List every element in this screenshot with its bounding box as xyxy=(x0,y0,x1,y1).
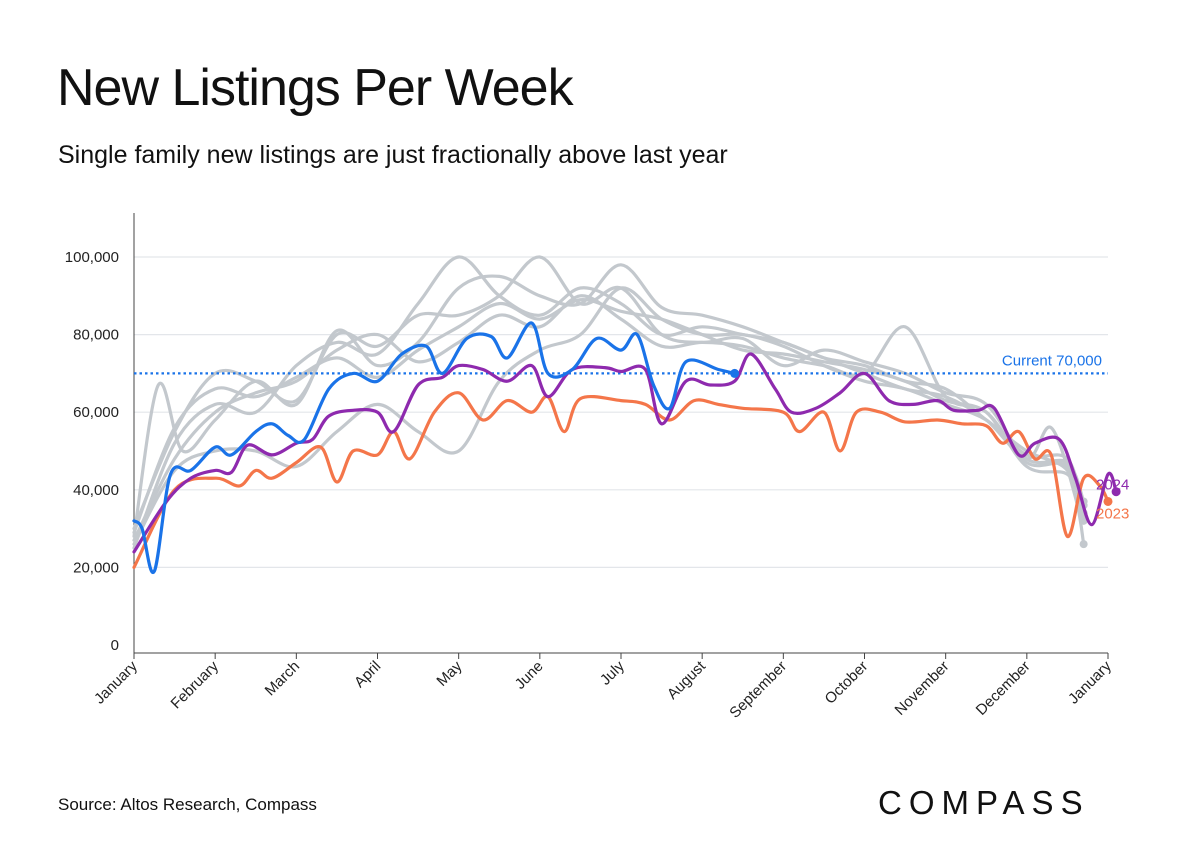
source-note: Source: Altos Research, Compass xyxy=(58,795,317,814)
x-tick-label: June xyxy=(512,658,547,693)
y-axis-ticks: 0 20,000 40,000 60,000 80,000 100,000 xyxy=(65,249,119,654)
x-tick-label: July xyxy=(597,657,628,688)
series-y2024-line xyxy=(132,352,1118,554)
chart-title: New Listings Per Week xyxy=(57,59,574,117)
reference-line-group: Current 70,000 xyxy=(134,352,1108,375)
compass-logo: COMPASS xyxy=(878,784,1090,821)
y-tick-label: 0 xyxy=(111,637,119,654)
x-tick-label: November xyxy=(892,658,953,719)
y-tick-label: 40,000 xyxy=(73,482,119,499)
y-tick-label: 60,000 xyxy=(73,404,119,421)
x-tick-label: March xyxy=(262,658,303,699)
x-axis-ticks: January February March April May June July Augu… xyxy=(91,653,1115,722)
x-tick-label: January xyxy=(91,657,141,707)
history-2-end-dot xyxy=(1079,540,1088,549)
history-6-end-dot xyxy=(1079,516,1088,525)
series-current-end-dot xyxy=(730,368,740,378)
history-3-line xyxy=(132,255,1086,531)
x-tick-label: August xyxy=(664,657,710,703)
history-5-line xyxy=(132,286,1086,546)
x-tick-label: May xyxy=(433,657,465,689)
highlight-series xyxy=(132,321,1121,574)
series-y2023-line xyxy=(132,391,1110,569)
series-end-labels: 2024 2023 xyxy=(1096,477,1129,523)
series-y2024-end-dot xyxy=(1111,487,1121,497)
x-tick-label: February xyxy=(168,657,223,712)
series-y2023-end-dot xyxy=(1103,496,1113,506)
history-series xyxy=(132,255,1088,550)
chart-subtitle: Single family new listings are just frac… xyxy=(58,141,728,169)
x-tick-label: October xyxy=(822,658,872,708)
x-tick-label: September xyxy=(726,658,790,722)
x-tick-label: April xyxy=(351,658,384,691)
history-4-line xyxy=(132,294,1086,542)
y-tick-label: 20,000 xyxy=(73,559,119,576)
y-tick-label: 80,000 xyxy=(73,327,119,344)
gridlines xyxy=(134,256,1108,569)
history-1-line xyxy=(132,255,1086,550)
x-tick-label: January xyxy=(1065,657,1115,707)
history-6-line xyxy=(132,298,1086,535)
series-current-line xyxy=(132,321,737,574)
end-label-2023: 2023 xyxy=(1096,505,1129,522)
reference-line-label: Current 70,000 xyxy=(1002,352,1102,369)
y-tick-label: 100,000 xyxy=(65,249,119,266)
x-tick-label: December xyxy=(973,658,1034,719)
end-label-2024: 2024 xyxy=(1096,477,1129,494)
axes xyxy=(133,213,1108,654)
